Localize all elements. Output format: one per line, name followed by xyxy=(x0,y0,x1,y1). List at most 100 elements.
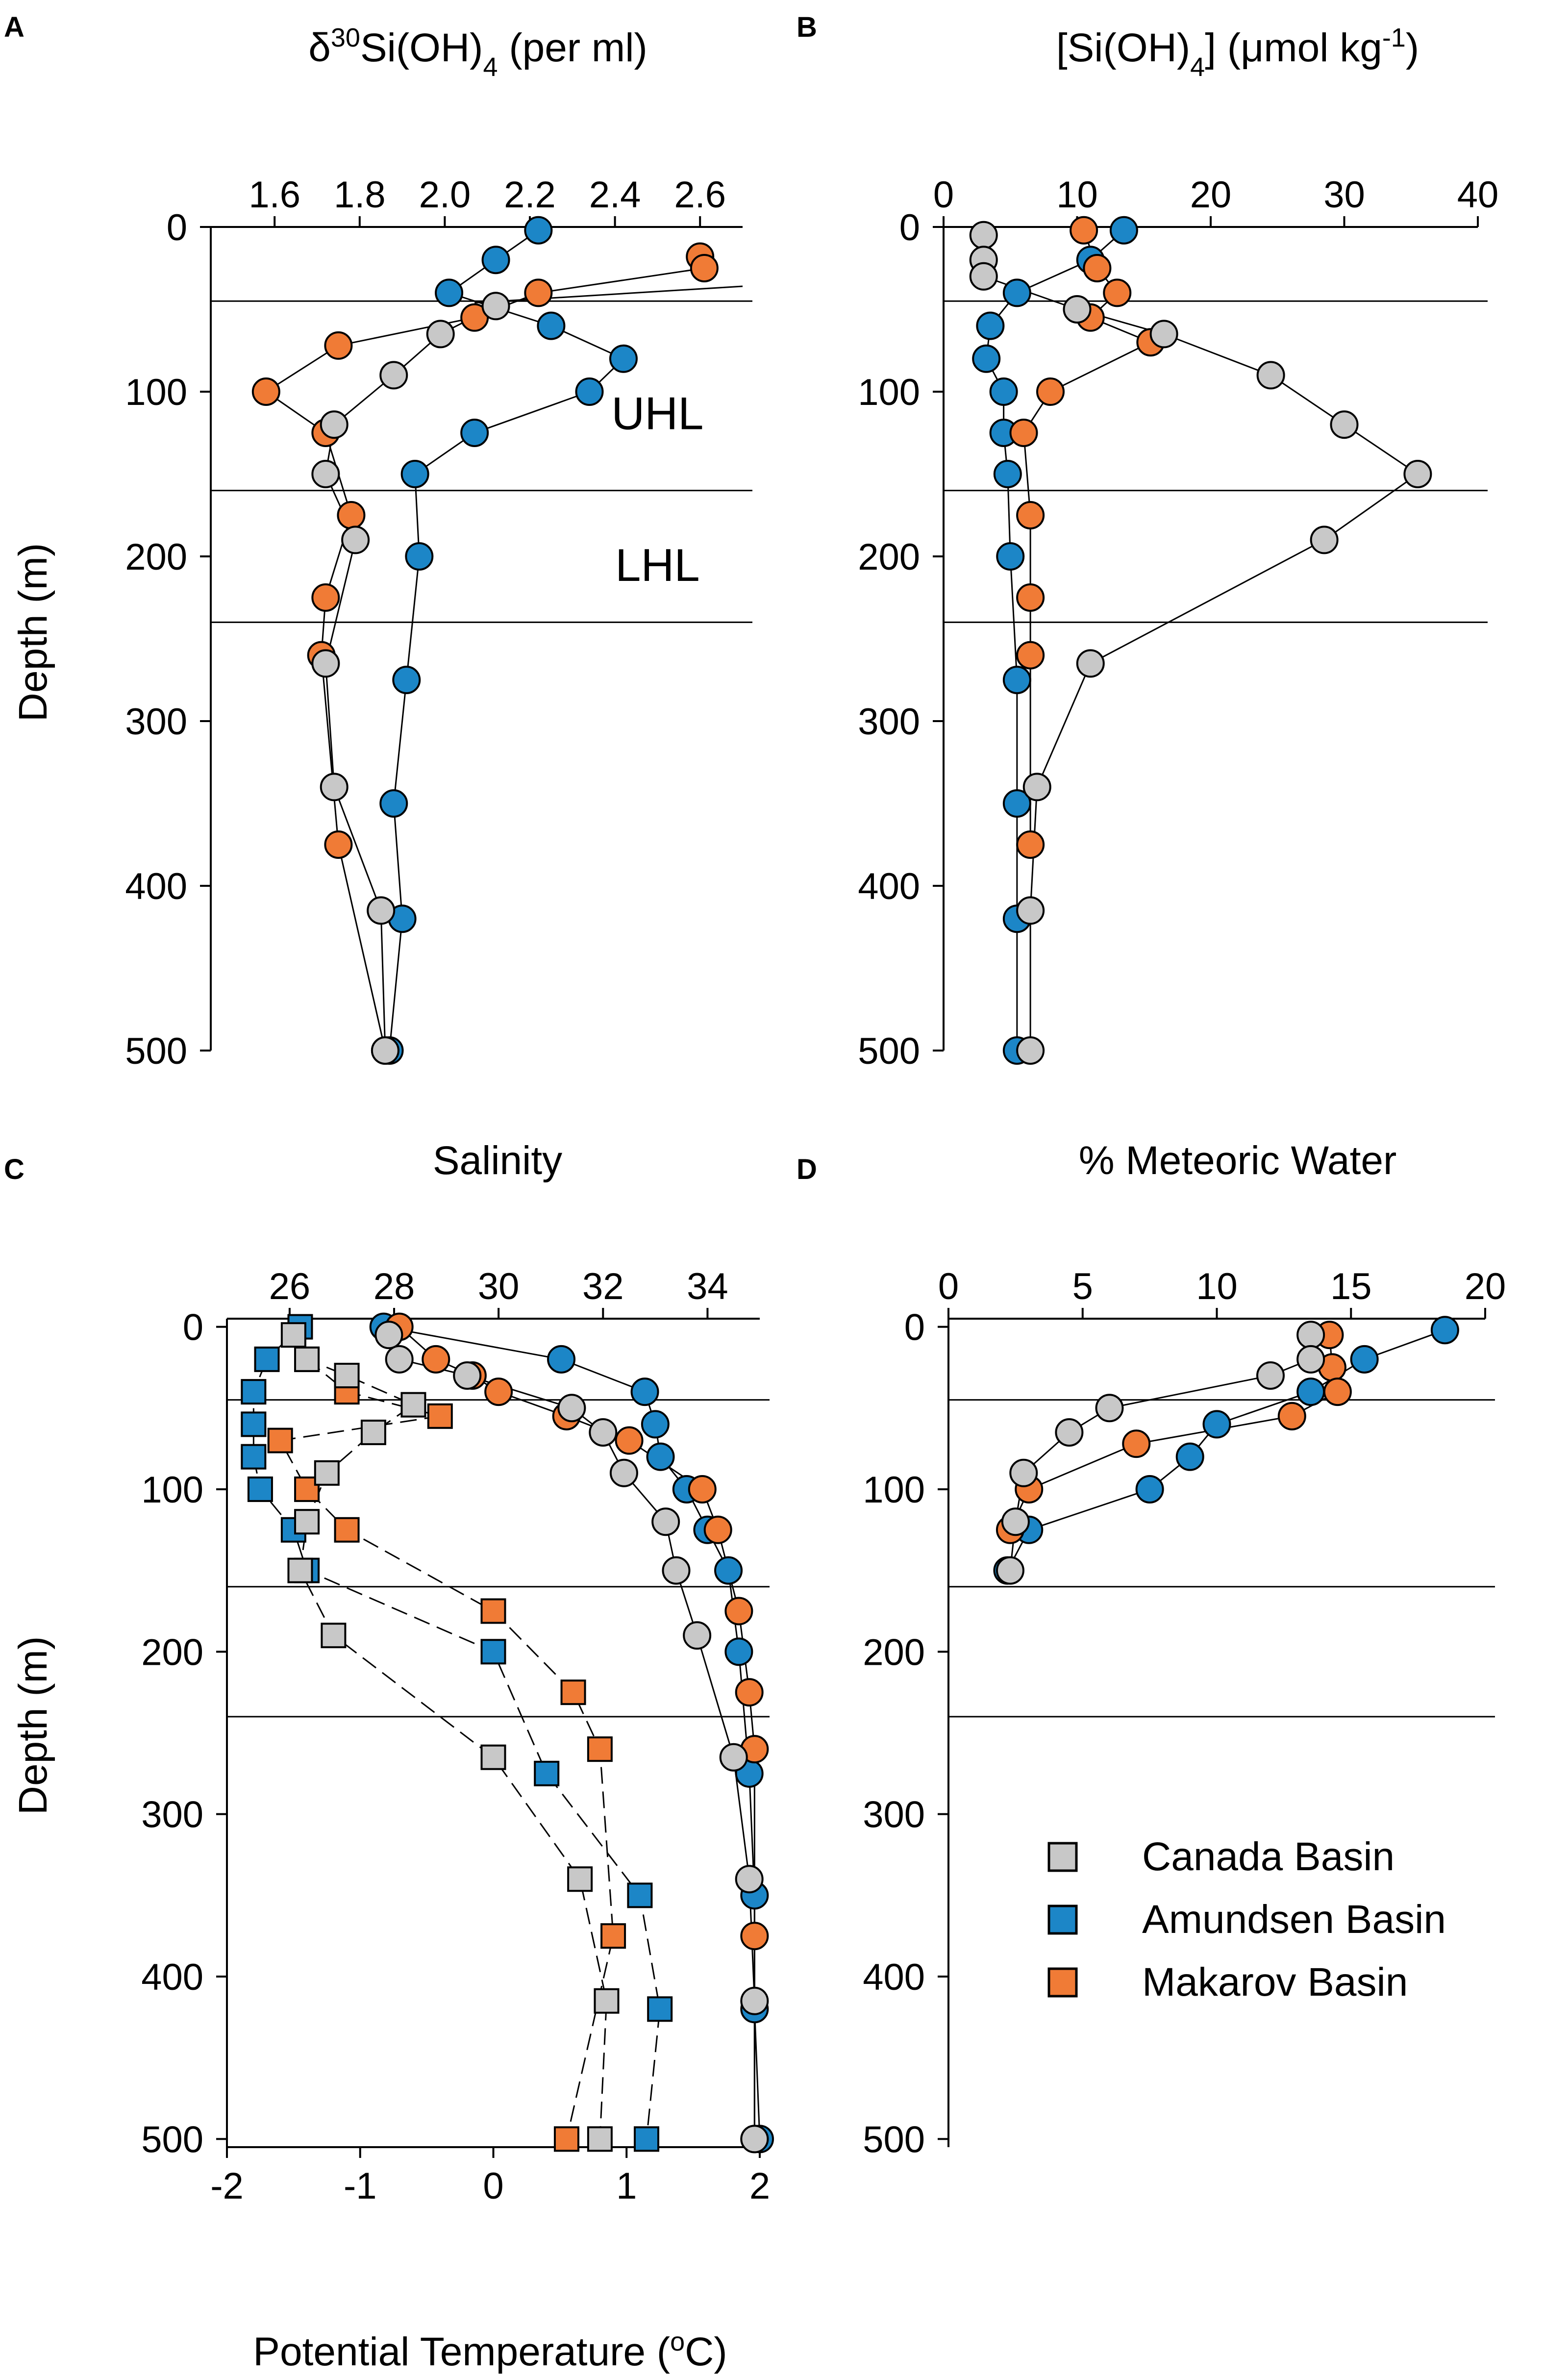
panel-c-xtick-label: 30 xyxy=(478,1266,520,1307)
panel-c-makarov-point xyxy=(484,1378,513,1406)
panel-c-amundsen-series-line xyxy=(383,1326,761,2139)
panel-a-xtick-label: 2.6 xyxy=(674,174,726,216)
panel-c-canada-temperature xyxy=(294,1346,320,1372)
panel-c-makarov-point xyxy=(615,1426,644,1455)
panel-d-amundsen-point xyxy=(1430,1316,1459,1345)
panel-a-xtick-label: 1.6 xyxy=(249,174,300,216)
panel-c-canada-point xyxy=(453,1361,482,1390)
panel-a-ytick-label: 300 xyxy=(125,701,187,743)
panel-c-makarov-temperature xyxy=(427,1403,453,1429)
panel-c-makarov-temperature xyxy=(587,1736,613,1762)
panel-c-amundsen-point xyxy=(630,1378,659,1406)
panel-b-makarov-point xyxy=(1016,583,1045,612)
panel-c-amundsen-temperature xyxy=(634,2126,660,2152)
panel-b-amundsen-point xyxy=(1002,278,1031,307)
panel-c-canada-point xyxy=(557,1394,586,1423)
panel-d-ytick-label: 400 xyxy=(863,1956,925,1998)
panel-c-x2tick-label: 1 xyxy=(616,2165,637,2207)
panel-c-ytick-label: 500 xyxy=(141,2119,203,2160)
panel-d-makarov-point xyxy=(1277,1402,1306,1430)
panel-b-amundsen-point xyxy=(993,460,1022,488)
panel-d-canada-point xyxy=(1296,1321,1325,1350)
panel-a-canada-point xyxy=(311,460,340,488)
legend-label-canada: Canada Basin xyxy=(1142,1834,1395,1879)
panel-d-canada-point xyxy=(1296,1345,1325,1374)
panel-c-canada-temperature xyxy=(567,1866,593,1892)
panel-a-makarov-series-line xyxy=(265,256,705,1051)
panel-a-amundsen-point xyxy=(400,460,429,488)
panel-b-canada-point xyxy=(1330,410,1359,439)
panel-c-ytick-label: 300 xyxy=(141,1794,203,1836)
legend: Canada Basin Amundsen Basin Makarov Basi… xyxy=(1047,1834,1446,2004)
panel-c-makarov-temperature xyxy=(553,2126,579,2152)
panel-c-amundsen-temperature xyxy=(534,1760,560,1786)
panel-a-ytick-label: 400 xyxy=(125,866,187,907)
panel-d-canada-point xyxy=(1001,1507,1030,1536)
panel-c-canada-temperature xyxy=(360,1419,386,1445)
panel-b-amundsen-point xyxy=(976,311,1005,340)
panel-d-amundsen-point xyxy=(1202,1410,1231,1439)
panel-d-xtick-label: 15 xyxy=(1330,1266,1372,1307)
panel-c: 26 28 30 32 34 0 100 200 300 400 500-2 -1 0 1 2 xyxy=(141,1266,774,2207)
panel-d-ytick-label: 100 xyxy=(863,1469,925,1511)
panel-b-makarov-point xyxy=(1016,641,1045,670)
panel-a-canada-point xyxy=(481,292,510,321)
panel-a-canada-point xyxy=(320,773,349,802)
panel-c-canada-temperature xyxy=(587,2126,613,2152)
panel-tag-b: B xyxy=(797,11,817,43)
panel-a-ylabel: Depth (m) xyxy=(11,543,55,722)
panel-c-amundsen-point xyxy=(646,1442,675,1471)
legend-label-makarov: Makarov Basin xyxy=(1142,1960,1408,2004)
panel-a-title: δ30Si(OH)4 (per ml) xyxy=(308,23,647,82)
panel-b-makarov-point xyxy=(1103,278,1132,307)
panel-a-amundsen-point xyxy=(575,377,604,406)
panel-c-xlabel: Potential Temperature (oC) xyxy=(253,2327,727,2374)
panel-c-amundsen-temperature xyxy=(241,1444,267,1470)
panel-d-canada-point xyxy=(1009,1458,1038,1487)
panel-a-amundsen-point xyxy=(481,246,510,275)
panel-c-canada-point xyxy=(651,1507,680,1536)
panel-a-xtick-label: 1.8 xyxy=(334,174,386,216)
panel-d-makarov-point xyxy=(1122,1429,1151,1458)
panel-b-makarov-point xyxy=(1016,830,1045,859)
panel-c-canada-point xyxy=(589,1418,618,1447)
panel-a-makarov-point xyxy=(690,254,719,282)
panel-b-amundsen-point xyxy=(996,542,1025,571)
panel-c-ytick-label: 400 xyxy=(141,1956,203,1998)
panel-c-canada-temperature xyxy=(334,1362,360,1388)
panel-c-canada-point xyxy=(385,1345,414,1374)
panel-a-makarov-point xyxy=(251,377,280,406)
panel-c-x2tick-label: -2 xyxy=(210,2165,244,2207)
panel-b-amundsen-point xyxy=(1109,216,1138,245)
panel-b-amundsen-point xyxy=(972,344,1001,373)
panel-c-canada-temperature xyxy=(321,1623,347,1649)
panel-c-amundsen-temperature xyxy=(247,1476,273,1502)
panel-c-makarov-series-line xyxy=(398,1326,755,2139)
panel-d-xtick-label: 5 xyxy=(1072,1266,1093,1307)
panel-c-makarov-point xyxy=(735,1678,764,1707)
panel-d-ytick-label: 500 xyxy=(863,2119,925,2160)
panel-d-canada-point xyxy=(1095,1394,1124,1423)
panel-a-canada-point xyxy=(320,410,349,439)
panel-b-ytick-label: 500 xyxy=(858,1030,920,1072)
legend-swatch-canada xyxy=(1047,1842,1078,1872)
panel-b-makarov-point xyxy=(1070,216,1098,245)
panel-a-ytick-label: 200 xyxy=(125,536,187,578)
panel-c-xtick-label: 34 xyxy=(687,1266,728,1307)
panel-d-amundsen-point xyxy=(1350,1345,1379,1374)
panel-a-ytick-label: 0 xyxy=(167,207,187,249)
panel-c-canada-point xyxy=(662,1556,691,1585)
panel-c-ytick-label: 0 xyxy=(183,1307,203,1349)
panel-d-ytick-label: 200 xyxy=(863,1631,925,1673)
panel-a-amundsen-point xyxy=(392,666,421,694)
panel-c-canada-temperature xyxy=(400,1392,426,1418)
panel-c-makarov-temperature xyxy=(267,1428,293,1453)
panel-tag-c: C xyxy=(4,1153,25,1185)
panel-c-xtick-label: 26 xyxy=(269,1266,311,1307)
panel-b-makarov-point xyxy=(1009,419,1038,447)
panel-a-extra-line xyxy=(474,285,743,304)
panel-c-makarov-temperature xyxy=(480,1598,506,1624)
panel-a-canada-point xyxy=(341,526,370,554)
